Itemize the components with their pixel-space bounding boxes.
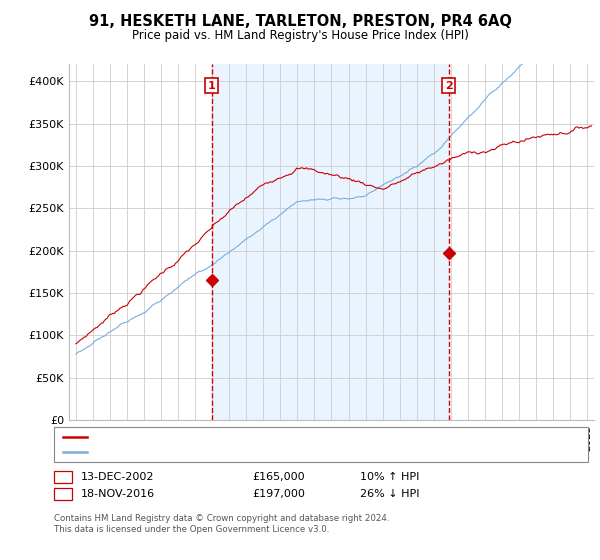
Text: 91, HESKETH LANE, TARLETON, PRESTON, PR4 6AQ: 91, HESKETH LANE, TARLETON, PRESTON, PR4…: [89, 14, 511, 29]
Text: This data is licensed under the Open Government Licence v3.0.: This data is licensed under the Open Gov…: [54, 525, 329, 534]
Text: 10% ↑ HPI: 10% ↑ HPI: [360, 472, 419, 482]
Text: Price paid vs. HM Land Registry's House Price Index (HPI): Price paid vs. HM Land Registry's House …: [131, 29, 469, 42]
Text: 91, HESKETH LANE, TARLETON, PRESTON, PR4 6AQ (detached house): 91, HESKETH LANE, TARLETON, PRESTON, PR4…: [93, 432, 455, 442]
Bar: [212, 64, 449, 420]
Text: 1: 1: [208, 81, 215, 91]
Text: £165,000: £165,000: [252, 472, 305, 482]
Text: HPI: Average price, detached house, West Lancashire: HPI: Average price, detached house, West…: [93, 447, 371, 458]
Text: £197,000: £197,000: [252, 489, 305, 499]
Text: 13-DEC-2002: 13-DEC-2002: [81, 472, 155, 482]
Text: 18-NOV-2016: 18-NOV-2016: [81, 489, 155, 499]
Text: Contains HM Land Registry data © Crown copyright and database right 2024.: Contains HM Land Registry data © Crown c…: [54, 514, 389, 523]
Text: 1: 1: [59, 472, 67, 482]
Text: 2: 2: [59, 489, 67, 499]
Text: 26% ↓ HPI: 26% ↓ HPI: [360, 489, 419, 499]
Text: 2: 2: [445, 81, 452, 91]
